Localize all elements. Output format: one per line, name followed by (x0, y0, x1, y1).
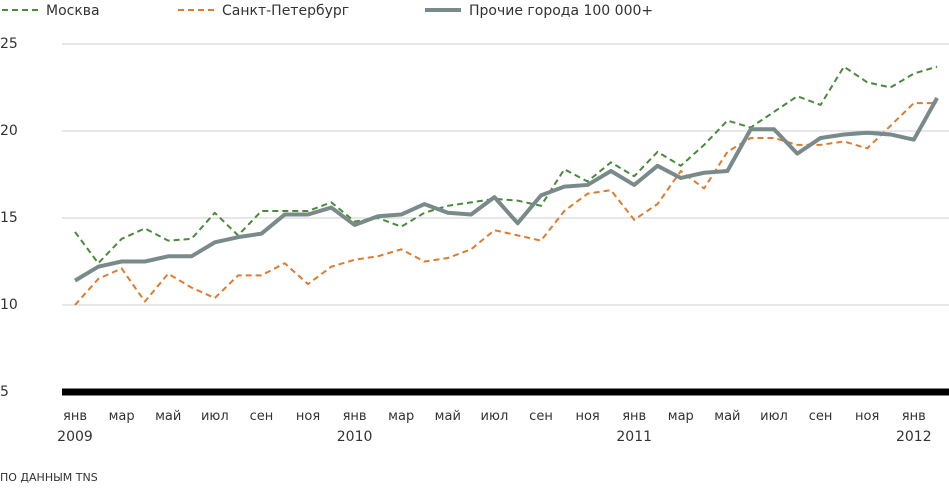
x-tick-label: июл (760, 409, 788, 424)
year-label: 2010 (337, 429, 373, 445)
series-lines (73, 65, 939, 306)
source-note: ПО ДАННЫМ TNS (0, 471, 98, 484)
x-tick-label: мар (388, 409, 414, 424)
x-tick-label: мар (668, 409, 694, 424)
year-label: 2011 (616, 429, 652, 445)
series-line-0 (74, 65, 938, 265)
y-axis-ticks: 5 10 15 20 25 (0, 36, 18, 400)
x-tick-label: сен (809, 409, 833, 424)
x-tick-label: июл (201, 409, 229, 424)
legend-label: Москва (46, 3, 100, 19)
x-tick-label: сен (529, 409, 553, 424)
x-tick-label: янв (622, 409, 646, 424)
y-tick-label: 20 (0, 123, 18, 139)
gridlines (62, 43, 949, 396)
x-tick-label: ноя (575, 409, 599, 424)
x-tick-label: май (435, 409, 461, 424)
x-tick-label: янв (902, 409, 926, 424)
y-tick-label: 5 (0, 384, 9, 400)
series-line-2 (73, 96, 939, 283)
x-tick-label: сен (250, 409, 274, 424)
year-label: 2012 (896, 429, 932, 445)
x-tick-label: май (155, 409, 181, 424)
legend-label: Санкт-Петербург (222, 3, 349, 19)
x-axis-ticks: янв мар май июл сен ноя янв мар май июл сен ноя янв м… (57, 409, 931, 445)
x-tick-label: ноя (855, 409, 879, 424)
x-tick-label: янв (63, 409, 87, 424)
x-tick-label: июл (481, 409, 509, 424)
legend: Москва Санкт-Петербург Прочие города 100 0… (2, 3, 653, 19)
series-line-1 (74, 102, 938, 306)
y-tick-label: 10 (0, 297, 18, 313)
legend-label: Прочие города 100 000+ (469, 3, 653, 19)
year-label: 2009 (57, 429, 93, 445)
x-tick-label: янв (343, 409, 367, 424)
y-tick-label: 25 (0, 36, 18, 52)
x-tick-label: май (714, 409, 740, 424)
y-tick-label: 15 (0, 210, 18, 226)
x-tick-label: мар (109, 409, 135, 424)
x-tick-label: ноя (296, 409, 320, 424)
